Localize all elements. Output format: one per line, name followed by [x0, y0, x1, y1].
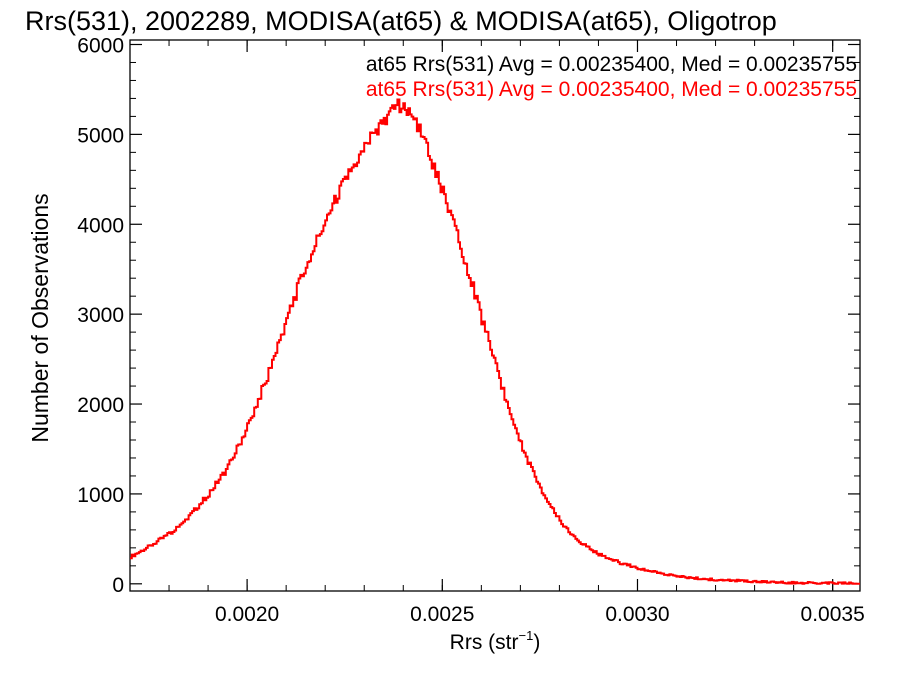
- series-histogram: [130, 98, 860, 585]
- legend: at65 Rrs(531) Avg = 0.00235400, Med = 0.…: [366, 53, 857, 101]
- y-tick-label: 6000: [77, 34, 124, 57]
- y-tick-label: 2000: [77, 394, 124, 417]
- plot-border: [129, 39, 861, 592]
- x-axis-label: Rrs (str−1): [450, 628, 541, 654]
- y-tick-label: 0: [112, 574, 124, 597]
- x-tick-label: 0.0030: [605, 603, 669, 626]
- x-tick-label: 0.0025: [410, 603, 474, 626]
- y-axis-label: Number of Observations: [27, 193, 53, 442]
- x-axis-label-superscript: −1: [519, 628, 534, 643]
- plot-frame: [129, 39, 861, 592]
- x-tick-label: 0.0035: [801, 603, 865, 626]
- series-layer: [130, 98, 860, 585]
- y-tick-label: 4000: [77, 214, 124, 237]
- y-tick-label: 3000: [77, 304, 124, 327]
- y-tick-label: 5000: [77, 124, 124, 147]
- y-tick-label: 1000: [77, 484, 124, 507]
- legend-entry: at65 Rrs(531) Avg = 0.00235400, Med = 0.…: [366, 53, 857, 76]
- chart-title: Rrs(531), 2002289, MODISA(at65) & MODISA…: [25, 6, 777, 36]
- x-axis-label-close: ): [533, 631, 540, 654]
- x-axis-ticks: 0.0020 0.0025 0.0030 0.0035: [129, 40, 865, 626]
- legend-entry: at65 Rrs(531) Avg = 0.00235400, Med = 0.…: [366, 78, 857, 101]
- x-tick-label: 0.0020: [215, 603, 279, 626]
- y-axis-ticks: 0 1000 2000 3000 4000 5000 6000: [77, 34, 860, 597]
- x-axis-label-main: Rrs (str: [450, 631, 519, 654]
